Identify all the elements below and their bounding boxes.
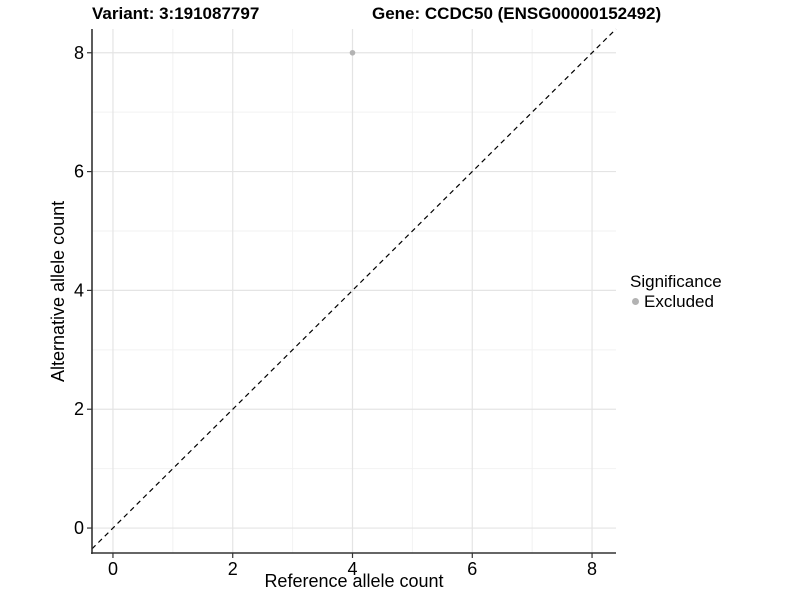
x-tick-label: 4 — [347, 559, 357, 579]
x-axis-title: Reference allele count — [264, 571, 444, 591]
legend: Significance Excluded — [630, 272, 722, 311]
y-tick-label: 8 — [74, 43, 84, 63]
legend-point-icon — [632, 298, 639, 305]
y-tick-label: 0 — [74, 518, 84, 538]
data-point — [349, 49, 356, 56]
identity-dashed-line — [91, 28, 617, 550]
legend-entry-excluded: Excluded — [630, 292, 722, 311]
plot-title-gene: Gene: CCDC50 (ENSG00000152492) — [372, 4, 662, 23]
y-tick-label: 2 — [74, 399, 84, 419]
x-tick-label: 2 — [228, 559, 238, 579]
y-tick-label: 4 — [74, 280, 84, 300]
legend-title: Significance — [630, 272, 722, 291]
x-tick-label: 6 — [467, 559, 477, 579]
y-axis-title: Alternative allele count — [48, 200, 68, 382]
x-tick-label: 8 — [587, 559, 597, 579]
y-tick-label: 6 — [74, 162, 84, 182]
legend-entry-label: Excluded — [644, 292, 714, 311]
plot-title-variant: Variant: 3:191087797 — [92, 4, 260, 23]
x-tick-label: 0 — [108, 559, 118, 579]
